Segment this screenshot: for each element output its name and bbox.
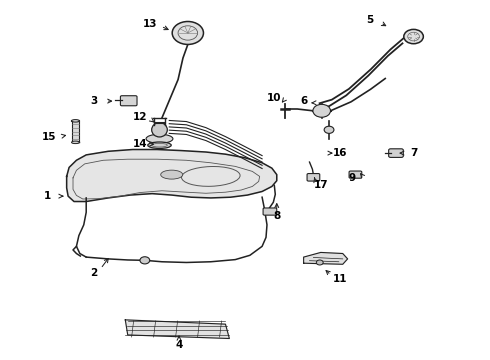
FancyBboxPatch shape xyxy=(349,171,362,178)
Circle shape xyxy=(313,104,331,117)
Text: 2: 2 xyxy=(90,268,97,278)
Text: 16: 16 xyxy=(333,148,347,158)
Polygon shape xyxy=(125,320,229,338)
Ellipse shape xyxy=(146,134,173,143)
FancyBboxPatch shape xyxy=(263,208,277,215)
Polygon shape xyxy=(304,252,347,264)
Circle shape xyxy=(324,126,334,134)
Text: 5: 5 xyxy=(366,15,373,26)
Text: 8: 8 xyxy=(273,211,280,221)
Ellipse shape xyxy=(72,141,79,144)
Bar xyxy=(72,121,79,142)
Ellipse shape xyxy=(161,170,183,179)
Circle shape xyxy=(317,260,323,265)
Text: 12: 12 xyxy=(133,112,147,122)
Text: 17: 17 xyxy=(314,180,328,190)
Polygon shape xyxy=(67,149,277,202)
Text: 9: 9 xyxy=(349,173,356,183)
Ellipse shape xyxy=(72,120,79,122)
Text: 10: 10 xyxy=(267,93,282,103)
Text: 11: 11 xyxy=(333,274,347,284)
Circle shape xyxy=(404,30,423,44)
Ellipse shape xyxy=(152,123,167,137)
Text: 7: 7 xyxy=(410,148,417,158)
Circle shape xyxy=(140,257,150,264)
Text: 6: 6 xyxy=(300,96,307,106)
Text: 15: 15 xyxy=(42,132,57,142)
Text: 4: 4 xyxy=(175,340,183,350)
Circle shape xyxy=(172,22,203,44)
Text: 1: 1 xyxy=(44,191,51,201)
Text: 13: 13 xyxy=(143,19,157,29)
Ellipse shape xyxy=(148,142,171,148)
Text: 3: 3 xyxy=(90,96,97,106)
FancyBboxPatch shape xyxy=(389,149,403,157)
FancyBboxPatch shape xyxy=(307,174,320,181)
Text: 14: 14 xyxy=(133,139,147,149)
FancyBboxPatch shape xyxy=(121,96,137,106)
